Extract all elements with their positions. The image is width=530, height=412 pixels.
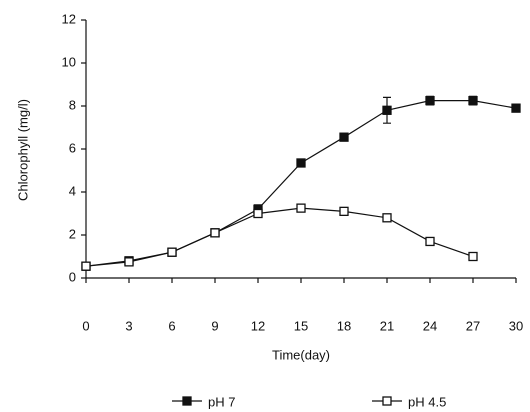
- x-tick-label: 3: [125, 318, 132, 333]
- legend-label: pH 7: [208, 394, 235, 409]
- x-tick-label: 15: [294, 318, 308, 333]
- data-point: [425, 95, 435, 106]
- series-line: [85, 100, 517, 267]
- data-point: [253, 208, 263, 219]
- data-point: [296, 158, 306, 168]
- legend-marker: [382, 396, 392, 406]
- x-tick-label: 27: [466, 318, 480, 333]
- x-tick-label: 18: [337, 318, 351, 333]
- data-point: [382, 213, 392, 223]
- x-tick-label: 24: [423, 318, 437, 333]
- data-point: [124, 257, 134, 267]
- data-point: [81, 261, 91, 271]
- x-tick-label: 6: [168, 318, 175, 333]
- y-tick-label: 4: [69, 183, 76, 198]
- y-tick-label: 6: [69, 140, 76, 155]
- x-axis-title: Time(day): [272, 347, 330, 362]
- data-point: [210, 228, 220, 238]
- x-tick-label: 21: [380, 318, 394, 333]
- data-point: [339, 132, 349, 142]
- data-point: [425, 236, 435, 247]
- legend-marker: [182, 396, 192, 406]
- legend-label: pH 4.5: [408, 394, 446, 409]
- y-tick-label: 2: [69, 226, 76, 241]
- data-point: [511, 103, 521, 113]
- data-point: [339, 206, 349, 217]
- x-tick-label: 0: [82, 318, 89, 333]
- data-point: [468, 95, 478, 106]
- x-tick-label: 30: [509, 318, 523, 333]
- data-point: [167, 247, 177, 257]
- y-tick-label: 10: [62, 54, 76, 69]
- x-tick-label: 12: [251, 318, 265, 333]
- x-tick-label: 9: [211, 318, 218, 333]
- data-point: [468, 251, 478, 262]
- data-point: [296, 203, 306, 213]
- y-axis-title: Chlorophyll (mg/l): [15, 99, 30, 201]
- data-point: [382, 105, 392, 115]
- y-tick-label: 8: [69, 97, 76, 112]
- y-tick-label: 0: [69, 269, 76, 284]
- series-line: [85, 207, 474, 267]
- y-tick-label: 12: [62, 11, 76, 26]
